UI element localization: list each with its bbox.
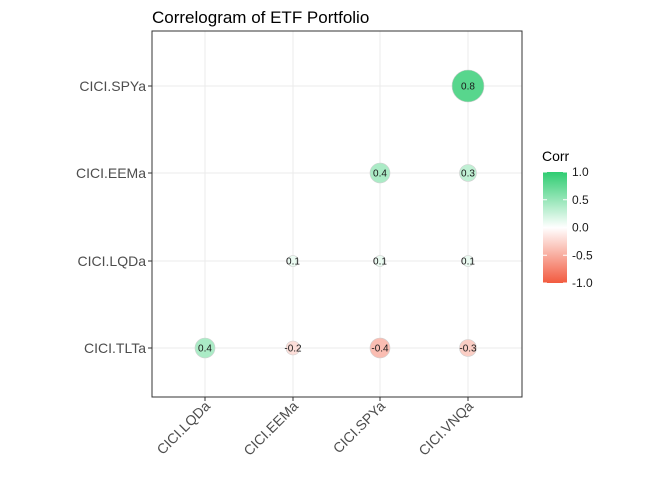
- legend-tick-label: 0.5: [572, 193, 589, 207]
- correlation-circle: [285, 340, 301, 356]
- correlation-cells: 0.4 -0.2 -0.4 -0.3 0.1 0.1 0.1 0.4 0.3 0.8: [194, 69, 485, 359]
- legend-tick-label: 0.0: [572, 221, 589, 235]
- correlation-value-label: 0.4: [373, 169, 387, 180]
- x-tick-label: CICI.EEMa: [240, 398, 301, 459]
- x-tick-label: CICI.SPYa: [330, 398, 389, 457]
- panel-border: [151, 30, 523, 398]
- correlation-circle: [287, 255, 299, 267]
- chart-title: Correlogram of ETF Portfolio: [152, 8, 369, 27]
- x-tick-label: CICI.VNQa: [415, 398, 476, 459]
- correlation-circle: [374, 255, 386, 267]
- x-tick-label: CICI.LQDa: [153, 398, 213, 458]
- correlation-value-label: 0.1: [286, 257, 300, 268]
- legend-tick-label: -0.5: [572, 248, 593, 262]
- correlation-value-label: 0.8: [461, 82, 475, 93]
- correlation-value-label: 0.1: [373, 257, 387, 268]
- correlation-circle: [194, 337, 216, 359]
- legend-tick-label: -1.0: [572, 276, 593, 290]
- legend-title: Corr: [542, 148, 570, 164]
- correlation-circle: [369, 162, 391, 184]
- correlation-value-label: 0.1: [461, 257, 475, 268]
- correlation-value-label: -0.4: [371, 344, 389, 355]
- correlation-circle: [459, 339, 477, 357]
- y-tick-label: CICI.TLTa: [84, 340, 146, 356]
- correlation-value-label: -0.2: [284, 344, 302, 355]
- y-tick-label: CICI.EEMa: [76, 165, 146, 181]
- correlation-circle: [459, 164, 477, 182]
- legend-tick-label: 1.0: [572, 165, 589, 179]
- correlation-circle: [462, 255, 474, 267]
- correlation-circle: [451, 69, 485, 103]
- correlation-value-label: 0.4: [198, 344, 212, 355]
- y-tick-label: CICI.SPYa: [79, 78, 146, 94]
- correlation-circle: [369, 337, 391, 359]
- correlation-value-label: -0.3: [459, 344, 477, 355]
- y-axis: CICI.TLTa CICI.LQDa CICI.EEMa CICI.SPYa: [76, 78, 152, 356]
- x-axis: CICI.LQDa CICI.EEMa CICI.SPYa CICI.VNQa: [153, 397, 476, 459]
- correlation-value-label: 0.3: [461, 169, 475, 180]
- y-tick-label: CICI.LQDa: [78, 253, 147, 269]
